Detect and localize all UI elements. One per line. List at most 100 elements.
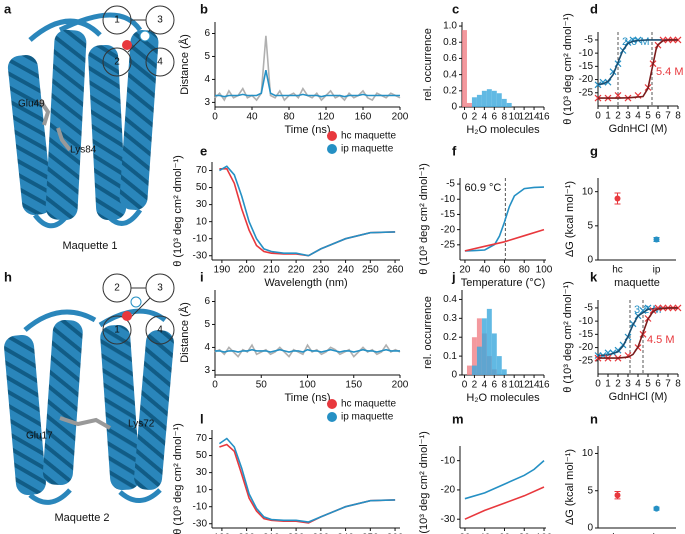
panel-letter: l bbox=[200, 411, 204, 426]
y-tick-label: 0.2 bbox=[443, 85, 457, 96]
x-tick-label: 10 bbox=[509, 112, 521, 123]
y-tick-label: 0.4 bbox=[443, 69, 457, 80]
panel-letter: b bbox=[200, 1, 208, 16]
data-line bbox=[464, 486, 545, 520]
structure-a: a Glu49 Lys84 Maquette 1 1 3 2 4 bbox=[4, 1, 175, 252]
data-line bbox=[215, 70, 400, 98]
topology-diagram bbox=[102, 273, 175, 345]
y-tick-label: -20 bbox=[441, 485, 456, 496]
x-axis-label: GdnHCl (M) bbox=[609, 123, 668, 135]
x-tick-label: 240 bbox=[337, 265, 354, 276]
panel-letter: k bbox=[590, 269, 598, 284]
x-axis-label: H₂O molecules bbox=[466, 392, 540, 404]
helix-number: 4 bbox=[157, 57, 163, 68]
data-line bbox=[464, 460, 545, 500]
residue-label: Glu49 bbox=[18, 99, 45, 110]
x-tick-label: 2 bbox=[472, 380, 478, 391]
legend-label: ip maquette bbox=[341, 144, 394, 155]
y-tick-label: -10 bbox=[579, 48, 594, 59]
x-tick-label: 7 bbox=[665, 111, 671, 122]
x-tick-label: 6 bbox=[492, 112, 498, 123]
x-tick-label: 3 bbox=[625, 111, 631, 122]
data-line bbox=[218, 437, 396, 523]
x-tick-label: 250 bbox=[362, 265, 379, 276]
y-tick-label: 6 bbox=[204, 28, 210, 39]
x-tick-label: 0 bbox=[212, 380, 218, 391]
y-tick-label: 0 bbox=[587, 255, 593, 266]
data-point bbox=[594, 81, 602, 89]
y-tick-label: -30 bbox=[193, 250, 208, 261]
y-axis-label: θ (10³ deg cm² dmol⁻¹) bbox=[172, 423, 184, 534]
x-tick-label: 5 bbox=[645, 379, 651, 390]
x-tick-label: 200 bbox=[238, 533, 255, 534]
bar bbox=[496, 93, 502, 107]
x-tick-label: 50 bbox=[256, 380, 268, 391]
y-axis-label: Distance (Å) bbox=[178, 34, 191, 95]
y-tick-label: -15 bbox=[579, 61, 594, 72]
y-tick-label: -10 bbox=[579, 316, 594, 327]
y-tick-label: 3 bbox=[204, 97, 210, 108]
charge-minus bbox=[122, 311, 132, 321]
x-tick-label: 8 bbox=[675, 379, 681, 390]
panel-letter: d bbox=[590, 1, 598, 16]
x-tick-label: 5 bbox=[645, 111, 651, 122]
y-tick-label: -10 bbox=[441, 194, 456, 205]
data-line bbox=[598, 39, 678, 99]
x-tick-label: 200 bbox=[238, 265, 255, 276]
x-tick-label: 200 bbox=[392, 112, 409, 123]
x-tick-label: 80 bbox=[519, 265, 531, 276]
y-tick-label: -5 bbox=[446, 179, 455, 190]
helix-number: 1 bbox=[114, 325, 120, 336]
legend-marker bbox=[327, 131, 337, 141]
reference-label: 4.5 M bbox=[647, 334, 675, 346]
charge-plus bbox=[139, 30, 151, 42]
y-tick-label: 3 bbox=[204, 365, 210, 376]
x-tick-label: 40 bbox=[479, 265, 491, 276]
helix bbox=[7, 55, 53, 215]
y-tick-label: -25 bbox=[579, 355, 594, 366]
y-tick-label: -10 bbox=[193, 501, 208, 512]
y-tick-label: 50 bbox=[196, 182, 208, 193]
x-tick-label: 210 bbox=[263, 265, 280, 276]
x-tick-label: 60 bbox=[499, 533, 511, 534]
y-tick-label: -20 bbox=[579, 74, 594, 85]
x-axis-label: Time (ns) bbox=[284, 392, 330, 404]
x-tick-label: 16 bbox=[538, 112, 550, 123]
charge-plus bbox=[130, 296, 142, 308]
bar bbox=[471, 365, 477, 375]
panel-letter: j bbox=[451, 269, 456, 284]
x-tick-label: 190 bbox=[214, 533, 231, 534]
data-point bbox=[653, 505, 660, 512]
x-axis-label: Time (ns) bbox=[284, 124, 330, 136]
x-tick-label: 4 bbox=[482, 380, 488, 391]
x-tick-label: 1 bbox=[605, 111, 611, 122]
y-tick-label: 5 bbox=[587, 485, 593, 496]
x-tick-label: 100 bbox=[299, 380, 316, 391]
x-tick-label: 0 bbox=[595, 379, 601, 390]
y-tick-label: 4 bbox=[204, 342, 210, 353]
y-tick-label: 0.2 bbox=[443, 332, 457, 343]
x-tick-label: 210 bbox=[263, 533, 280, 534]
y-axis-label: θ (10³ deg cm² dmol⁻¹) bbox=[562, 281, 574, 393]
y-axis-label: ΔG (kcal mol⁻¹) bbox=[564, 181, 576, 257]
x-tick-label: hc bbox=[612, 533, 623, 534]
loop bbox=[28, 488, 162, 505]
y-tick-label: 50 bbox=[196, 450, 208, 461]
x-tick-label: 250 bbox=[362, 533, 379, 534]
bar bbox=[501, 369, 507, 375]
y-tick-label: 6 bbox=[204, 296, 210, 307]
x-tick-label: 20 bbox=[459, 533, 471, 534]
x-tick-label: 220 bbox=[288, 533, 305, 534]
panel-letter: h bbox=[4, 269, 12, 284]
x-tick-label: 10 bbox=[509, 380, 521, 391]
caption: Maquette 2 bbox=[54, 512, 109, 524]
y-tick-label: 70 bbox=[196, 433, 208, 444]
x-tick-label: 80 bbox=[519, 533, 531, 534]
x-tick-label: 120 bbox=[318, 112, 335, 123]
helix-number: 3 bbox=[157, 15, 163, 26]
helix bbox=[88, 44, 127, 221]
y-tick-label: 1.0 bbox=[443, 21, 457, 32]
bar bbox=[476, 346, 482, 375]
y-tick-label: 0 bbox=[587, 523, 593, 534]
y-tick-label: -5 bbox=[584, 303, 593, 314]
